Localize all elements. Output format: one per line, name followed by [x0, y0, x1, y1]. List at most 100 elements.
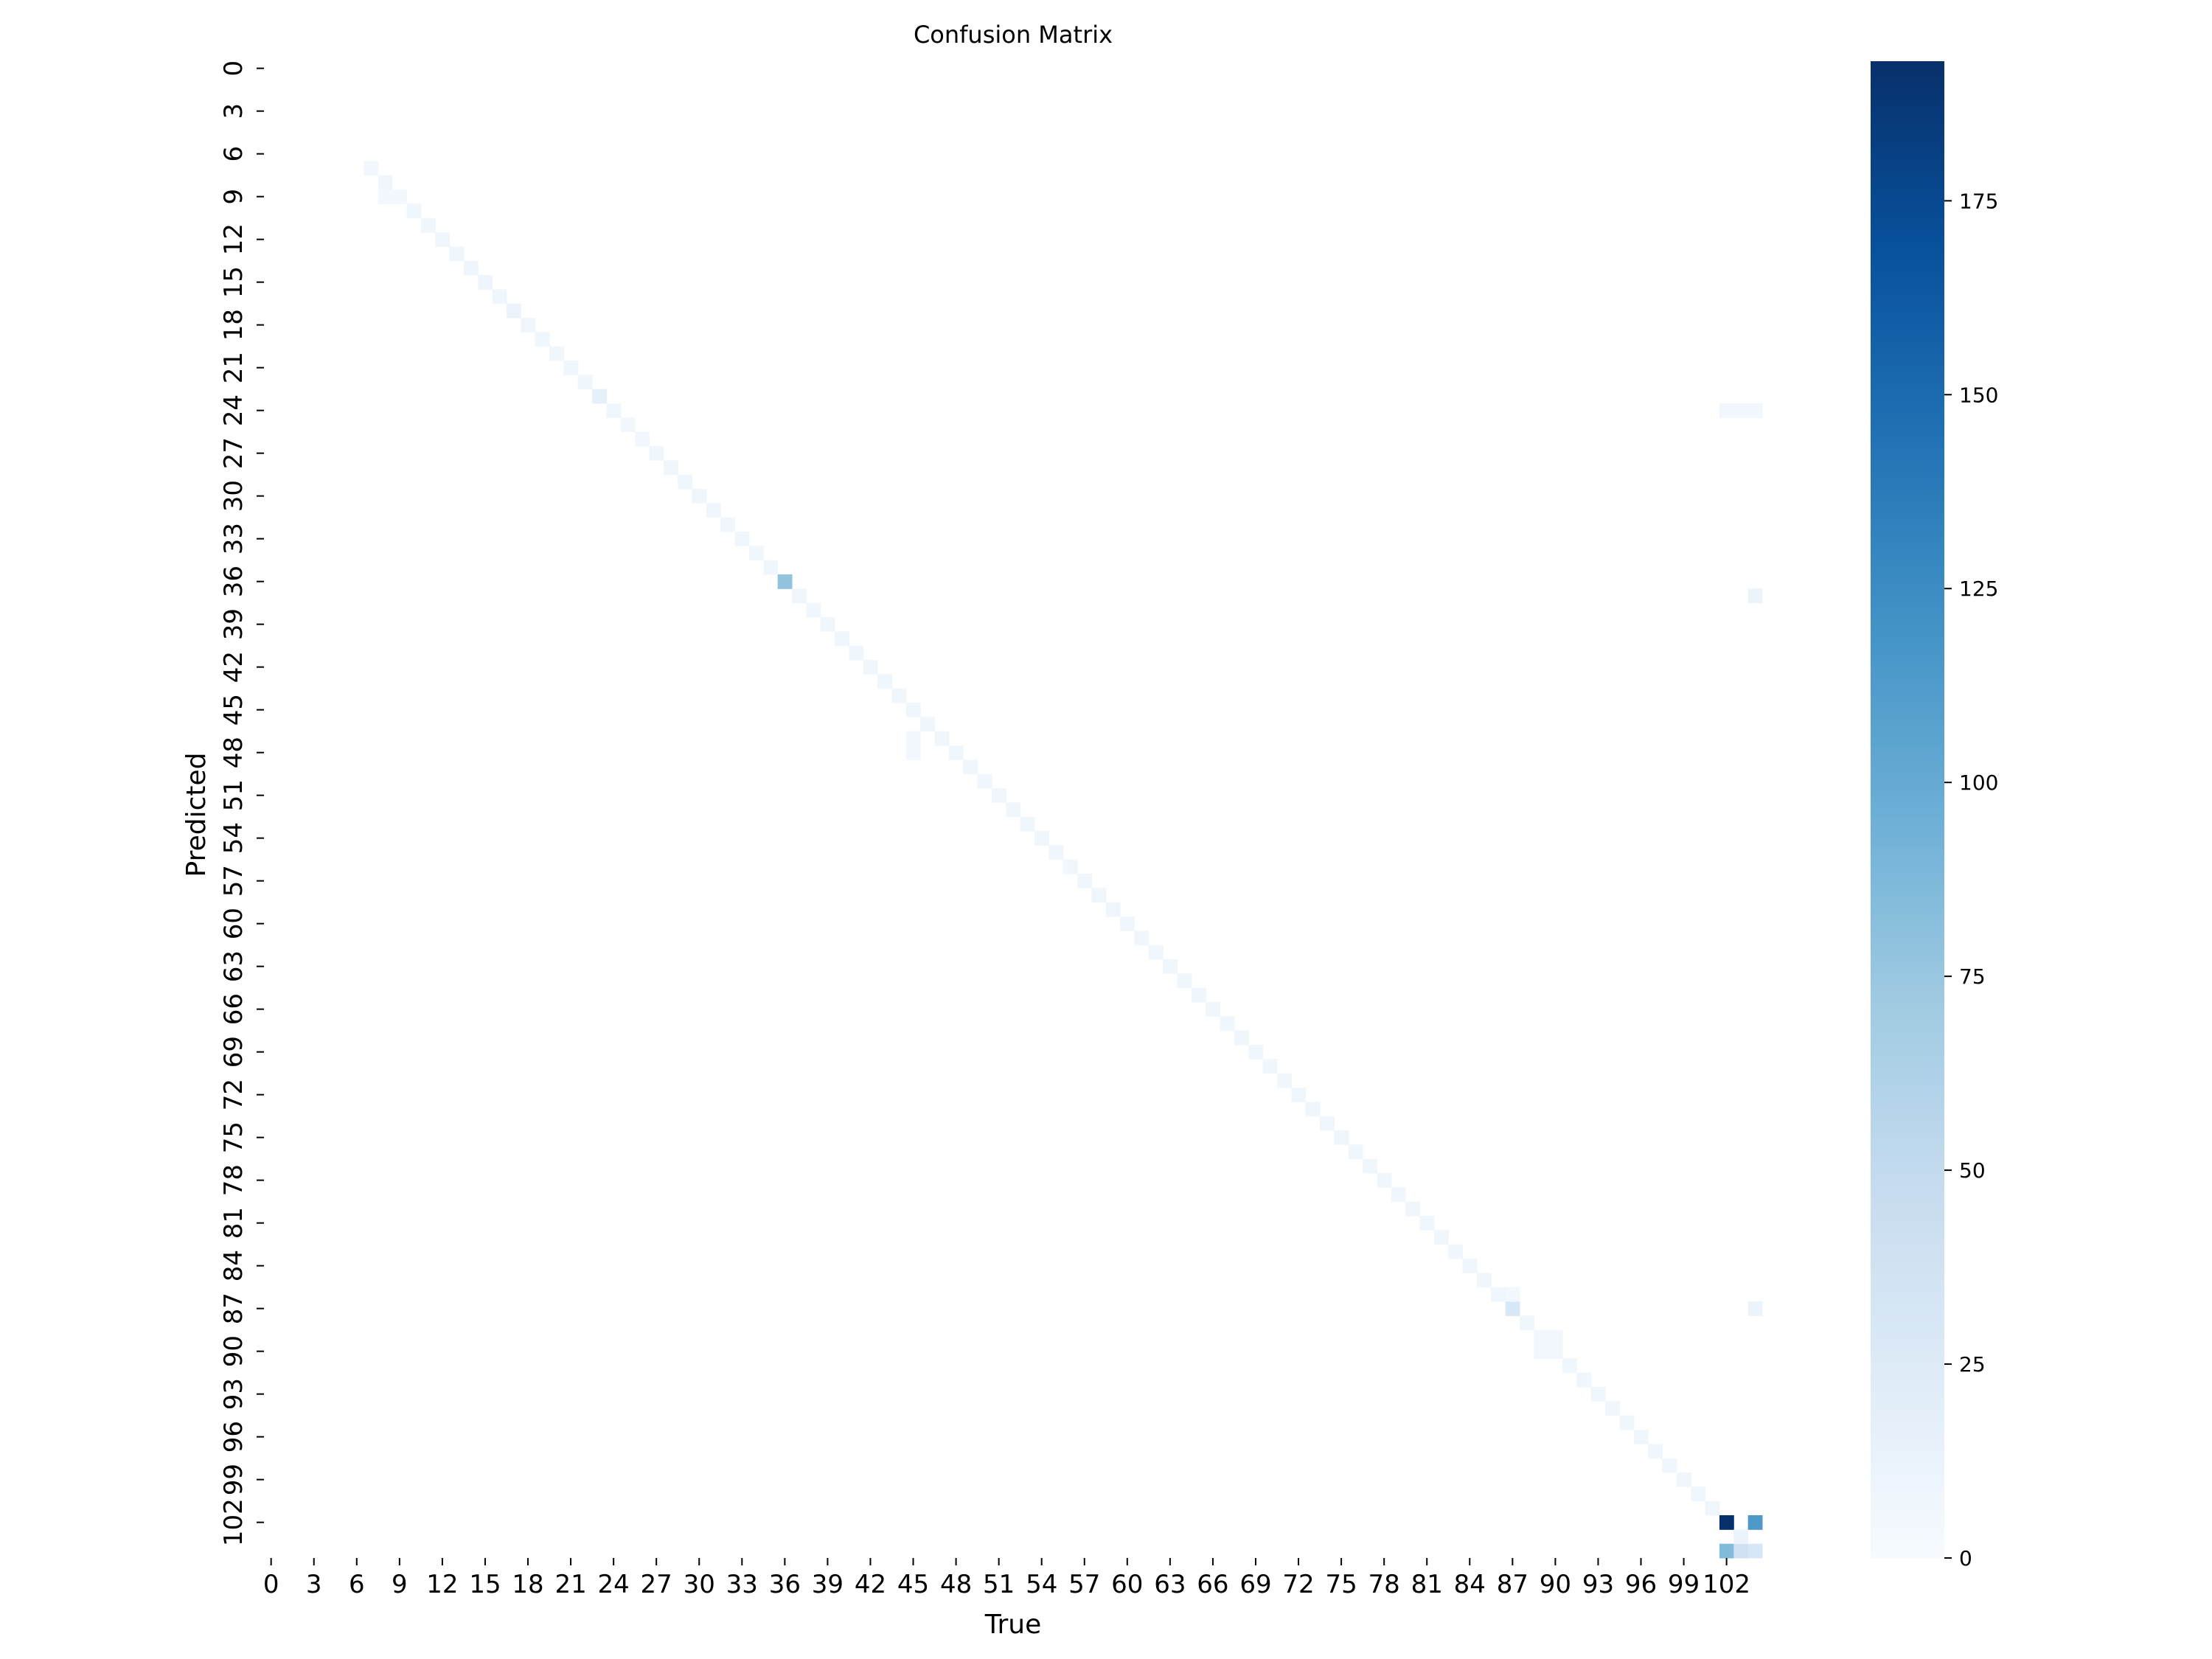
heatmap-cell [920, 717, 936, 732]
y-tick-label: 63 [219, 950, 248, 982]
x-tick-label: 96 [1625, 1570, 1657, 1599]
heatmap-cell [1120, 917, 1135, 931]
y-tick-label: 36 [219, 566, 248, 597]
heatmap-cell [1262, 1059, 1278, 1074]
x-tick-label: 21 [554, 1570, 586, 1599]
heatmap-cell [478, 275, 493, 290]
heatmap-cell [1476, 1273, 1492, 1288]
heatmap-cell [1719, 1515, 1734, 1530]
x-tick-label: 81 [1411, 1570, 1443, 1599]
heatmap-cell [663, 460, 678, 476]
x-tick-label: 27 [641, 1570, 672, 1599]
heatmap-cell [1177, 973, 1192, 989]
heatmap-cell [891, 688, 907, 703]
y-tick-label: 90 [219, 1335, 248, 1367]
heatmap-cell [877, 674, 892, 689]
heatmap-cell [734, 532, 750, 546]
heatmap-cell [1747, 1543, 1763, 1559]
heatmap-cell [592, 389, 607, 404]
y-tick-label: 33 [219, 523, 248, 554]
heatmap-cell [1377, 1173, 1392, 1188]
heatmap-cell [1006, 802, 1021, 818]
heatmap-cell [692, 489, 707, 504]
heatmap-cell [1520, 1315, 1534, 1331]
heatmap-cell [1590, 1387, 1606, 1402]
y-tick-label: 3 [219, 103, 248, 119]
heatmap-cell [1077, 874, 1092, 888]
x-tick-label: 90 [1540, 1570, 1571, 1599]
y-tick-label: 51 [219, 779, 248, 811]
heatmap-cell [549, 346, 564, 361]
heatmap-cell [392, 189, 408, 204]
x-tick-label: 9 [392, 1570, 408, 1599]
y-tick-label: 27 [219, 437, 248, 469]
heatmap-cell [378, 189, 393, 204]
heatmap-cell [1105, 902, 1121, 917]
colorbar-tick-label: 25 [1959, 1352, 1986, 1377]
heatmap-cell [364, 161, 379, 176]
heatmap-cell [1733, 1543, 1749, 1559]
heatmap-cell [1719, 403, 1734, 418]
heatmap-cell [577, 375, 593, 390]
heatmap-cell [492, 289, 507, 305]
y-tick-label: 18 [219, 309, 248, 341]
y-tick-label: 60 [219, 908, 248, 939]
heatmap-cell [1448, 1244, 1464, 1259]
y-tick-label: 84 [219, 1250, 248, 1281]
x-tick-label: 69 [1239, 1570, 1271, 1599]
heatmap-cell [1062, 859, 1078, 874]
heatmap-cell [1163, 959, 1178, 974]
y-tick-label: 102 [219, 1498, 248, 1546]
x-tick-label: 12 [426, 1570, 458, 1599]
x-tick-label: 18 [512, 1570, 543, 1599]
heatmap-cell [1548, 1344, 1563, 1359]
y-tick-label: 96 [219, 1421, 248, 1453]
x-tick-label: 3 [306, 1570, 322, 1599]
y-tick-label: 15 [219, 266, 248, 298]
y-tick-label: 81 [219, 1207, 248, 1239]
heatmap-cell [1248, 1045, 1264, 1060]
heatmap-cell [463, 260, 479, 276]
heatmap-cell [1719, 1543, 1734, 1559]
heatmap-cell [1505, 1287, 1520, 1302]
x-tick-label: 72 [1282, 1570, 1314, 1599]
heatmap-cell [1148, 945, 1164, 960]
x-tick-label: 36 [769, 1570, 801, 1599]
colorbar-tick-label: 100 [1959, 771, 1998, 795]
y-tick-label: 6 [219, 146, 248, 162]
heatmap-cell [678, 474, 693, 490]
y-tick-label: 21 [219, 352, 248, 383]
heatmap-cell [792, 588, 807, 604]
heatmap-cell [1034, 831, 1049, 846]
y-tick-label: 9 [219, 189, 248, 205]
heatmap-cell [1747, 588, 1763, 604]
colorbar [1871, 61, 1944, 1558]
y-tick-label: 54 [219, 822, 248, 854]
heatmap-cell [1576, 1372, 1592, 1388]
y-tick-label: 69 [219, 1036, 248, 1068]
x-tick-label: 60 [1111, 1570, 1143, 1599]
x-tick-label: 15 [469, 1570, 501, 1599]
heatmap-cell [1491, 1287, 1506, 1302]
x-tick-label: 75 [1325, 1570, 1357, 1599]
x-tick-label: 24 [598, 1570, 630, 1599]
heatmap-cell [1648, 1444, 1663, 1459]
y-tick-label: 66 [219, 993, 248, 1025]
heatmap-cell [1534, 1329, 1549, 1345]
heatmap-cell [1691, 1486, 1706, 1502]
heatmap-cell [1733, 1529, 1749, 1545]
heatmap-cell [563, 361, 579, 375]
heatmap-cell [1134, 931, 1150, 946]
heatmap-cell [449, 246, 465, 262]
x-tick-label: 0 [263, 1570, 279, 1599]
colorbar-tick-label: 175 [1959, 189, 1998, 213]
heatmap-cell [506, 303, 521, 319]
y-tick-label: 78 [219, 1164, 248, 1196]
heatmap-cell [849, 645, 864, 661]
colorbar-tick-label: 50 [1959, 1158, 1986, 1183]
x-tick-label: 84 [1454, 1570, 1486, 1599]
y-tick-label: 99 [219, 1464, 248, 1495]
y-tick-label: 39 [219, 608, 248, 640]
heatmap-cell [1633, 1430, 1649, 1444]
heatmap-cell [1220, 1016, 1235, 1032]
